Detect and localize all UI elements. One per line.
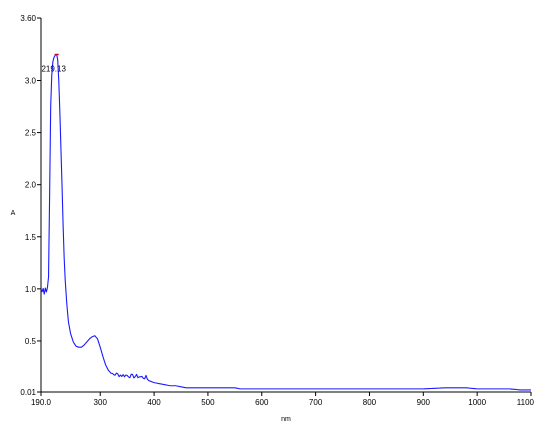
y-tick-label: 3.60 bbox=[20, 14, 36, 23]
axes bbox=[40, 18, 531, 393]
x-ticks: 190.0 300 400 500 600 700 800 900 1000 1100 bbox=[31, 392, 534, 407]
x-tick-label: 190.0 bbox=[31, 398, 52, 407]
x-tick-label: 800 bbox=[363, 398, 377, 407]
y-tick-label: 1.0 bbox=[25, 285, 37, 294]
y-tick-label: 1.5 bbox=[25, 233, 37, 242]
y-tick-label: 3.0 bbox=[25, 77, 37, 86]
x-tick-label: 500 bbox=[201, 398, 215, 407]
y-tick-label: 0.01 bbox=[20, 388, 36, 397]
y-tick-label: 0.5 bbox=[25, 337, 37, 346]
y-ticks: 0.01 0.5 1.0 1.5 2.0 2.5 3.0 3.60 bbox=[20, 14, 41, 397]
x-tick-label: 300 bbox=[94, 398, 108, 407]
x-axis-title: nm bbox=[281, 416, 291, 423]
x-tick-label: 700 bbox=[309, 398, 323, 407]
peak-label: 219.13 bbox=[41, 64, 66, 73]
x-tick-label: 900 bbox=[417, 398, 431, 407]
peak-marker-group: 219.13 bbox=[41, 53, 66, 73]
y-tick-label: 2.5 bbox=[25, 129, 37, 138]
spectrum-line bbox=[40, 53, 531, 391]
x-tick-label: 1000 bbox=[468, 398, 486, 407]
x-tick-label: 1100 bbox=[517, 398, 534, 407]
y-axis-title: A bbox=[11, 210, 16, 217]
x-tick-label: 600 bbox=[255, 398, 269, 407]
y-tick-label: 2.0 bbox=[25, 181, 37, 190]
x-tick-label: 400 bbox=[147, 398, 161, 407]
